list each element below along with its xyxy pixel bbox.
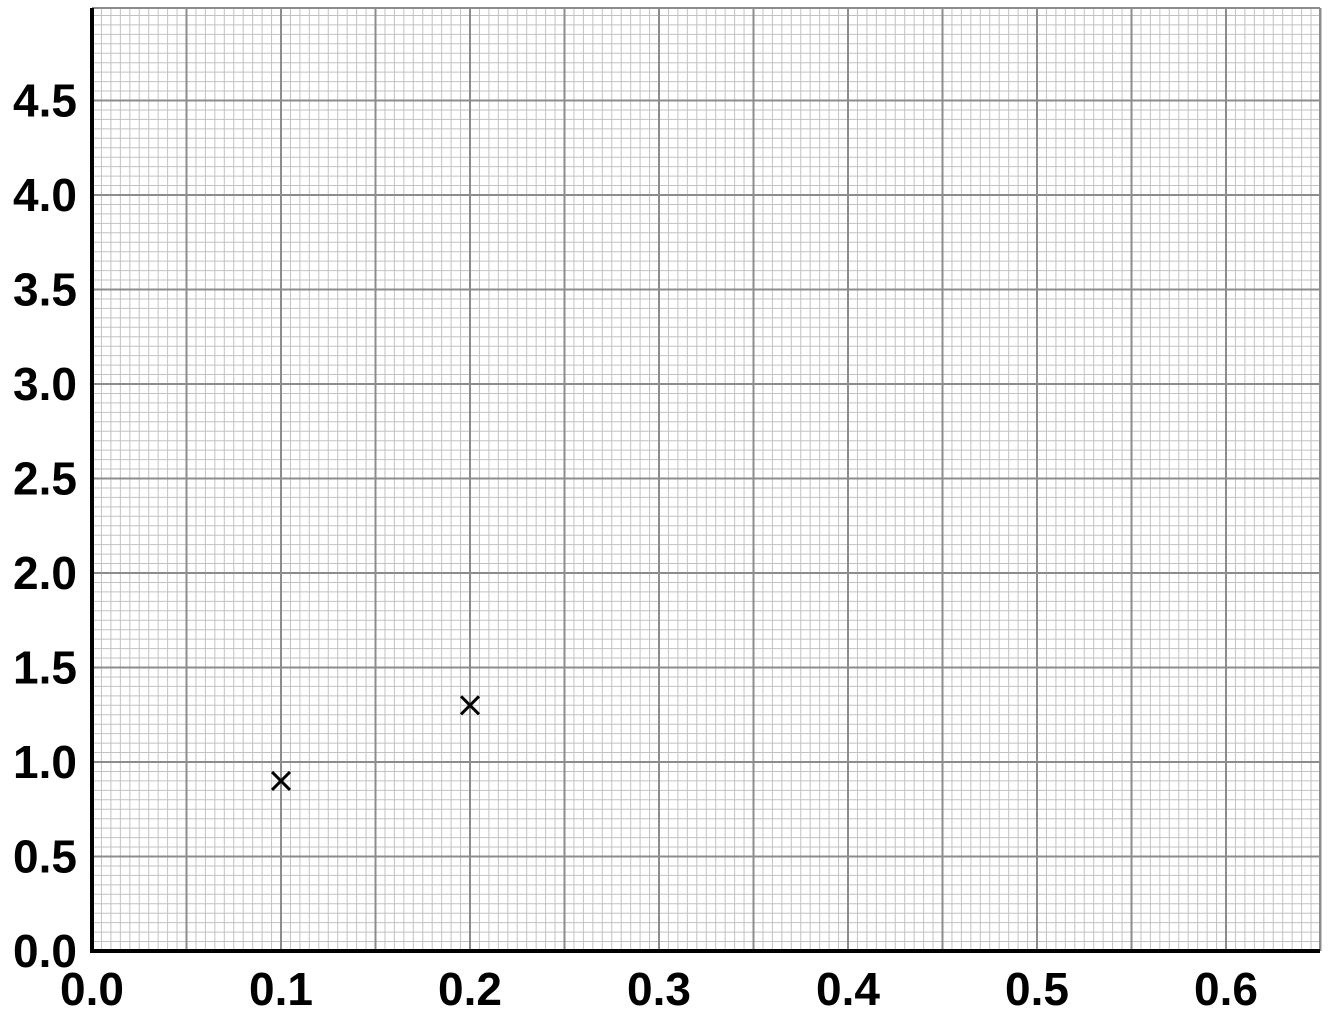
marker-stroke — [459, 695, 481, 716]
data-point-x-marker — [270, 770, 292, 791]
y-tick-label: 4.5 — [13, 75, 77, 127]
x-tick-label: 0.4 — [816, 963, 880, 1015]
marker-stroke — [270, 770, 292, 791]
y-tick-label: 2.0 — [13, 547, 77, 599]
x-tick-labels: 0.0 0.1 0.2 0.3 0.4 0.5 0.6 — [60, 963, 1258, 1015]
y-tick-label: 0.5 — [13, 831, 77, 883]
x-tick-label: 0.6 — [1194, 963, 1258, 1015]
y-tick-labels: 0.0 0.5 1.0 1.5 2.0 2.5 3.0 3.5 4.0 4.5 — [13, 75, 77, 978]
axes — [90, 8, 1320, 953]
data-points — [270, 695, 481, 791]
y-tick-label: 4.0 — [13, 169, 77, 221]
x-tick-label: 0.2 — [438, 963, 502, 1015]
y-tick-label: 1.5 — [13, 642, 77, 694]
x-tick-label: 0.1 — [249, 963, 313, 1015]
y-tick-label: 3.0 — [13, 358, 77, 410]
y-tick-label: 1.0 — [13, 736, 77, 788]
y-tick-label: 2.5 — [13, 453, 77, 505]
major-gridlines — [92, 7, 1322, 951]
x-tick-label: 0.0 — [60, 963, 124, 1015]
data-point-x-marker — [459, 695, 481, 716]
y-tick-label: 3.5 — [13, 264, 77, 316]
x-tick-label: 0.3 — [627, 963, 691, 1015]
x-tick-label: 0.5 — [1005, 963, 1069, 1015]
y-tick-label: 0.0 — [13, 925, 77, 977]
